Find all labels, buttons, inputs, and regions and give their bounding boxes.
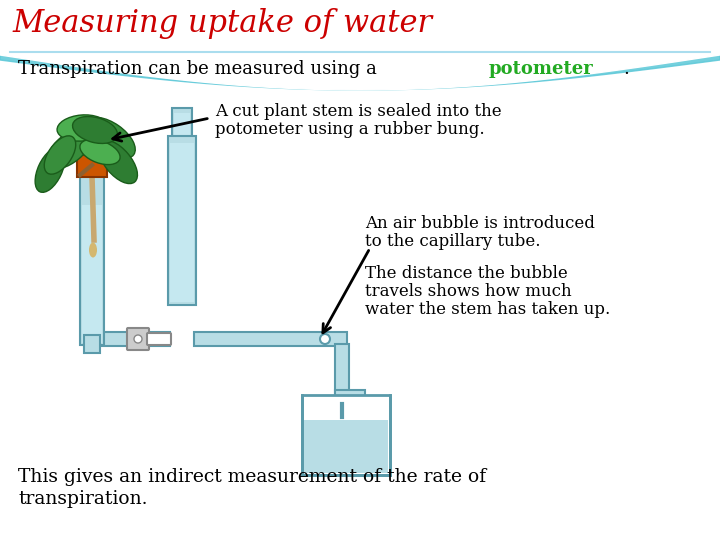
Ellipse shape — [44, 136, 76, 174]
Text: An air bubble is introduced: An air bubble is introduced — [365, 215, 595, 232]
Text: Measuring uptake of water: Measuring uptake of water — [12, 8, 432, 39]
Text: travels shows how much: travels shows how much — [365, 283, 572, 300]
FancyBboxPatch shape — [335, 344, 349, 394]
Ellipse shape — [73, 117, 117, 144]
Text: water the stem has taken up.: water the stem has taken up. — [365, 301, 611, 318]
Circle shape — [320, 334, 330, 344]
Ellipse shape — [85, 117, 135, 159]
Text: Transpiration can be measured using a: Transpiration can be measured using a — [18, 60, 382, 78]
FancyBboxPatch shape — [80, 175, 104, 345]
Polygon shape — [0, 0, 720, 90]
FancyBboxPatch shape — [84, 335, 100, 353]
FancyBboxPatch shape — [194, 332, 347, 346]
FancyBboxPatch shape — [77, 155, 107, 177]
Ellipse shape — [80, 139, 120, 165]
Text: The distance the bubble: The distance the bubble — [365, 265, 568, 282]
Text: .: . — [624, 60, 629, 78]
FancyBboxPatch shape — [174, 113, 190, 135]
Polygon shape — [300, 0, 720, 40]
FancyBboxPatch shape — [304, 420, 388, 473]
FancyBboxPatch shape — [302, 395, 390, 475]
Text: potometer using a rubber bung.: potometer using a rubber bung. — [215, 121, 485, 138]
FancyBboxPatch shape — [102, 332, 170, 346]
Ellipse shape — [89, 242, 97, 258]
FancyBboxPatch shape — [82, 205, 102, 343]
Ellipse shape — [57, 115, 107, 141]
Text: transpiration.: transpiration. — [18, 490, 148, 508]
Polygon shape — [0, 0, 720, 90]
Ellipse shape — [35, 147, 65, 192]
Text: potometer: potometer — [488, 60, 593, 78]
Text: A cut plant stem is sealed into the: A cut plant stem is sealed into the — [215, 103, 502, 120]
FancyBboxPatch shape — [170, 143, 194, 302]
Text: This gives an indirect measurement of the rate of: This gives an indirect measurement of th… — [18, 468, 486, 486]
Ellipse shape — [99, 140, 138, 184]
FancyBboxPatch shape — [172, 108, 192, 138]
FancyBboxPatch shape — [335, 390, 365, 404]
FancyBboxPatch shape — [168, 136, 196, 305]
Ellipse shape — [47, 127, 93, 168]
FancyBboxPatch shape — [127, 328, 149, 350]
Text: to the capillary tube.: to the capillary tube. — [365, 233, 541, 250]
FancyBboxPatch shape — [147, 333, 171, 345]
Circle shape — [134, 335, 142, 343]
